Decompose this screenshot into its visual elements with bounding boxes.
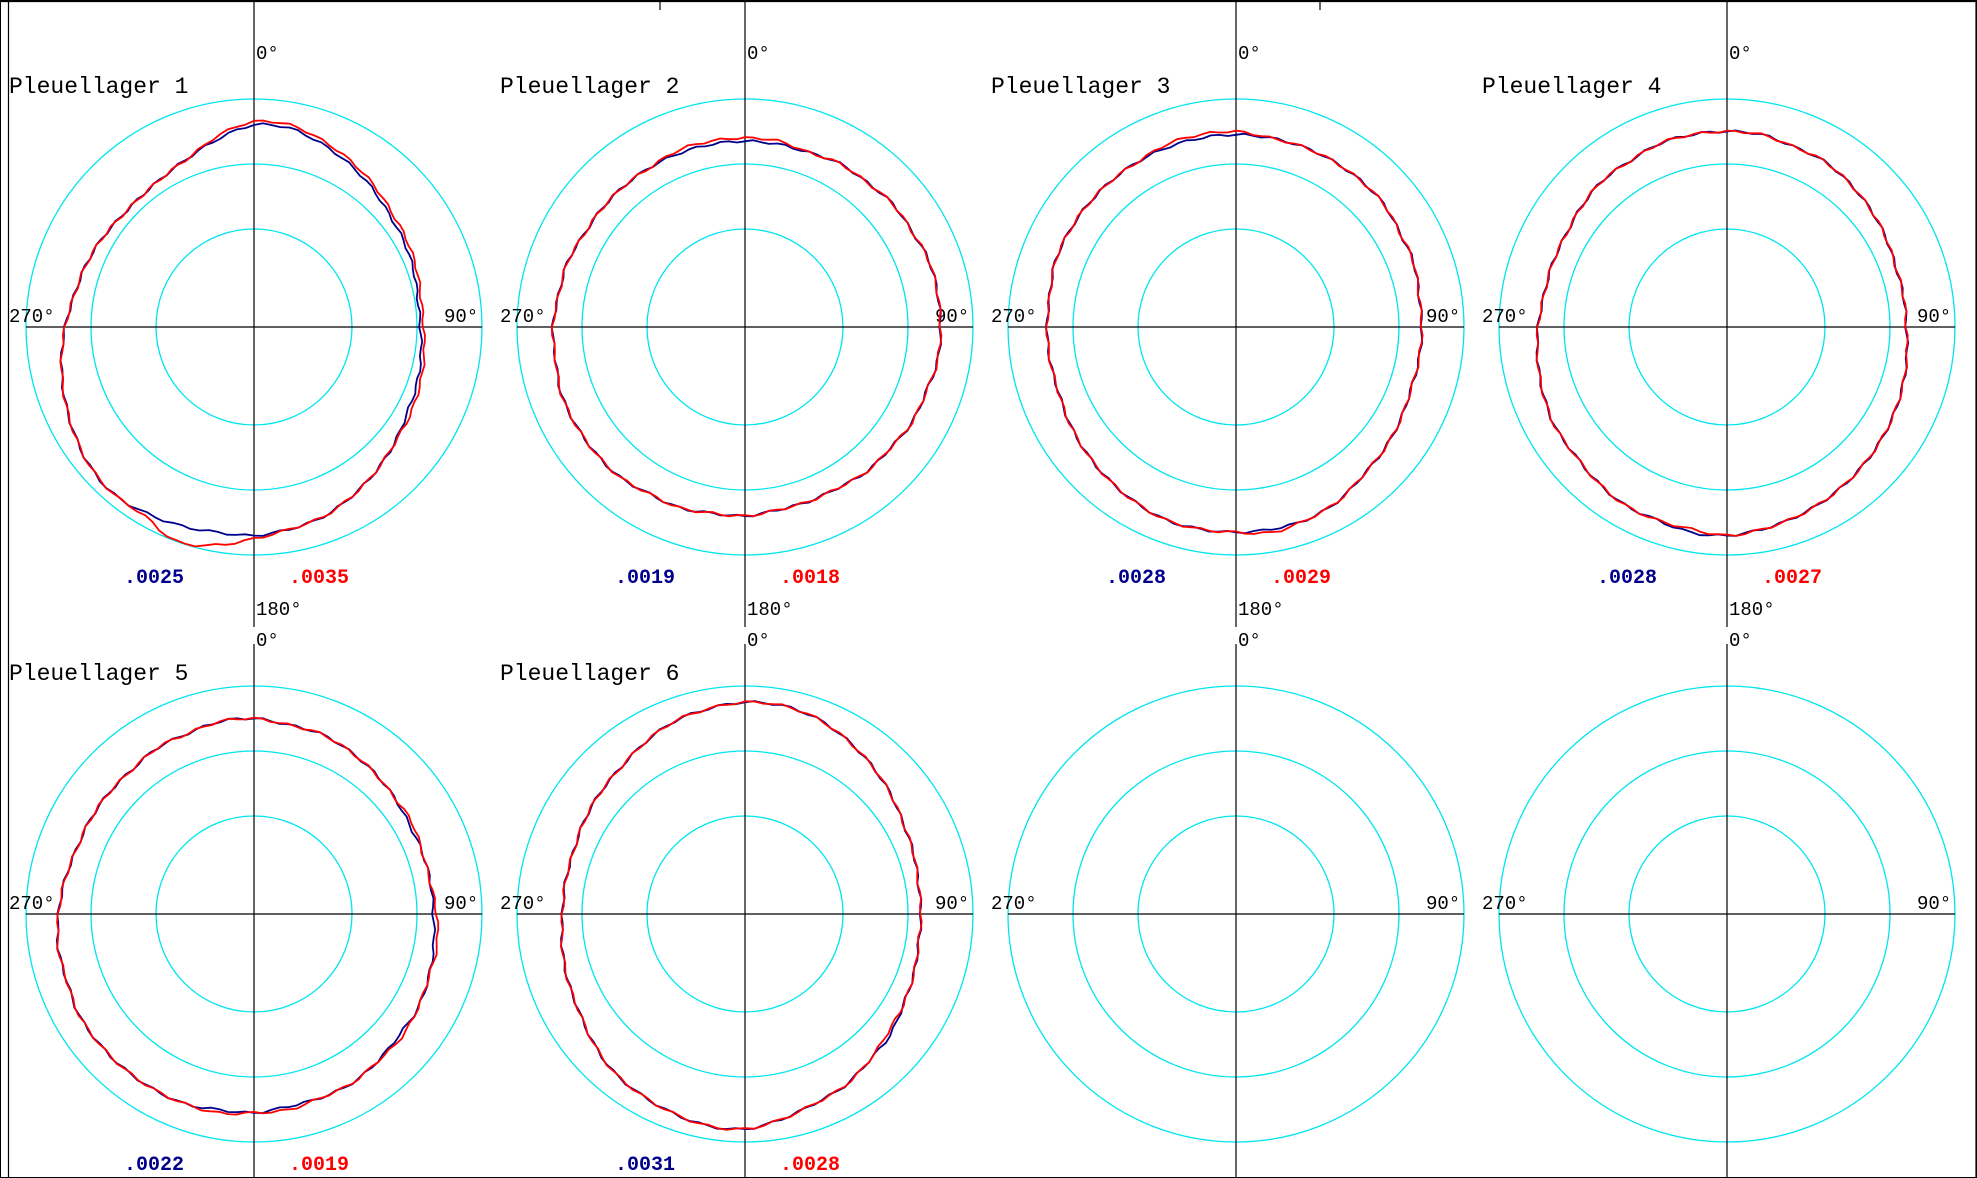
angle-label-180: 180° — [1238, 599, 1284, 621]
angle-label-0: 0° — [1238, 630, 1261, 652]
trace-series-1 — [1044, 132, 1424, 535]
polar-panel-3: 0° 90° 180° 270° Pleuellager 3 .0028 .0029 — [991, 0, 1465, 627]
panel-title: Pleuellager 3 — [991, 74, 1170, 100]
angle-label-270: 270° — [9, 306, 55, 328]
angle-label-90: 90° — [444, 893, 478, 915]
value-label-series-2: .0029 — [1271, 567, 1331, 590]
polar-panel-8: 0°90°180°270° — [1482, 630, 1956, 1178]
panel-title: Pleuellager 6 — [500, 661, 679, 687]
angle-label-270: 270° — [500, 306, 546, 328]
polar-panel-2: 0° 90° 180° 270° Pleuellager 2 .0019 .0018 — [500, 0, 974, 627]
angle-label-0: 0° — [256, 43, 279, 65]
angle-label-90: 90° — [935, 893, 969, 915]
value-label-series-2: .0019 — [289, 1154, 349, 1177]
polar-panel-5: 0°90°180°270°Pleuellager 5.0022.0019 — [9, 630, 483, 1178]
value-label-series-1: .0022 — [124, 1154, 184, 1177]
trace-series-2 — [560, 700, 923, 1131]
trace-series-2 — [59, 119, 426, 548]
trace-series-2 — [1535, 129, 1909, 537]
angle-label-90: 90° — [1426, 893, 1460, 915]
angle-label-0: 0° — [747, 43, 770, 65]
panel-title: Pleuellager 1 — [9, 74, 188, 100]
polar-panel-6: 0°90°180°270°Pleuellager 6.0031.0028 — [500, 630, 974, 1178]
panel-title: Pleuellager 5 — [9, 661, 188, 687]
value-label-series-1: .0028 — [1597, 567, 1657, 590]
polar-panel-4: 0° 90° 180° 270° Pleuellager 4 .0028 .0027 — [1482, 0, 1956, 627]
value-label-series-1: .0019 — [615, 567, 675, 590]
polar-panel-7: 0°90°180°270° — [991, 630, 1465, 1178]
trace-series-1 — [56, 717, 437, 1114]
trace-series-2 — [1045, 129, 1424, 535]
angle-label-90: 90° — [935, 306, 969, 328]
angle-label-0: 0° — [1238, 43, 1261, 65]
angle-label-270: 270° — [991, 306, 1037, 328]
angle-label-270: 270° — [991, 893, 1037, 915]
value-label-series-1: .0028 — [1106, 567, 1166, 590]
angle-label-90: 90° — [1426, 306, 1460, 328]
trace-series-2 — [550, 136, 943, 518]
angle-label-0: 0° — [1729, 630, 1752, 652]
panel-title: Pleuellager 2 — [500, 74, 679, 100]
angle-label-180: 180° — [1729, 599, 1775, 621]
angle-label-180: 180° — [256, 599, 302, 621]
angle-label-90: 90° — [1917, 306, 1951, 328]
trace-series-1 — [59, 122, 424, 537]
panels-group: 0° 90° 180° 270° Pleuellager 1 .0025 .0035 0° 90… — [9, 0, 1956, 1178]
angle-label-0: 0° — [256, 630, 279, 652]
angle-label-270: 270° — [1482, 893, 1528, 915]
value-label-series-2: .0027 — [1762, 567, 1822, 590]
angle-label-270: 270° — [9, 893, 55, 915]
panel-title: Pleuellager 4 — [1482, 74, 1661, 100]
value-label-series-2: .0018 — [780, 567, 840, 590]
angle-label-180: 180° — [747, 599, 793, 621]
value-label-series-2: .0035 — [289, 567, 349, 590]
polar-panel-1: 0° 90° 180° 270° Pleuellager 1 .0025 .0035 — [9, 0, 483, 627]
value-label-series-2: .0028 — [780, 1154, 840, 1177]
value-label-series-1: .0031 — [615, 1154, 675, 1177]
angle-label-270: 270° — [1482, 306, 1528, 328]
trace-series-2 — [56, 716, 440, 1116]
value-label-series-1: .0025 — [124, 567, 184, 590]
angle-label-90: 90° — [1917, 893, 1951, 915]
angle-label-0: 0° — [747, 630, 770, 652]
angle-label-90: 90° — [444, 306, 478, 328]
angle-label-0: 0° — [1729, 43, 1752, 65]
angle-label-270: 270° — [500, 893, 546, 915]
